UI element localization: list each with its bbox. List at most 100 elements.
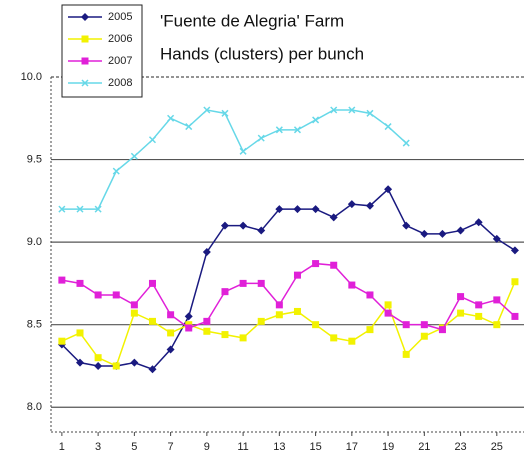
x-tick-label: 17 (346, 441, 358, 453)
y-tick-label: 10.0 (21, 71, 42, 83)
data-point (293, 271, 301, 279)
data-point (239, 334, 247, 342)
data-point (148, 317, 156, 325)
x-tick-label: 9 (204, 441, 210, 453)
data-point (112, 362, 120, 370)
x-tick-label: 23 (454, 441, 466, 453)
data-point (330, 106, 338, 114)
series-line (61, 262, 516, 331)
data-point (420, 321, 428, 329)
data-point (275, 126, 283, 134)
legend-box (61, 4, 143, 98)
data-point (130, 309, 138, 317)
data-point (76, 279, 84, 287)
data-point (148, 136, 157, 144)
data-point (275, 205, 284, 214)
data-point (384, 123, 392, 131)
data-point (493, 296, 501, 304)
series-line (61, 188, 516, 371)
data-point (420, 229, 429, 238)
x-tick-label: 19 (382, 441, 394, 453)
data-point (239, 221, 248, 230)
legend-marker (81, 35, 89, 43)
data-point (511, 278, 519, 286)
data-point (492, 234, 501, 243)
data-point (474, 218, 483, 227)
x-tick-label: 1 (59, 441, 65, 453)
data-point (510, 246, 519, 255)
legend-marker (81, 13, 89, 21)
x-tick-label: 5 (131, 441, 137, 453)
data-point (148, 279, 156, 287)
data-point (456, 226, 465, 235)
data-point (438, 229, 447, 238)
data-point (94, 205, 102, 213)
y-tick-label: 8.5 (27, 319, 42, 331)
data-point (76, 205, 84, 213)
data-point (94, 291, 102, 299)
data-point (312, 321, 320, 329)
data-point (293, 126, 301, 134)
data-point (329, 213, 338, 222)
data-point (293, 205, 302, 214)
data-point (167, 311, 175, 319)
series-line (61, 281, 516, 367)
data-point (493, 321, 501, 329)
data-point (402, 350, 410, 358)
legend-marker (81, 57, 89, 65)
data-point (312, 260, 320, 268)
data-point (167, 329, 175, 337)
legend-label: 2008 (108, 77, 132, 89)
x-tick-label: 7 (168, 441, 174, 453)
data-point (167, 114, 175, 122)
legend-label: 2007 (108, 55, 132, 67)
data-point (239, 147, 247, 155)
data-point (384, 185, 393, 194)
data-point (366, 326, 374, 334)
data-point (257, 279, 265, 287)
data-point (58, 276, 66, 284)
data-point (311, 205, 320, 214)
x-tick-label: 25 (491, 441, 503, 453)
data-point (438, 326, 446, 334)
data-point (257, 317, 265, 325)
data-point (475, 301, 483, 309)
data-point (75, 358, 84, 367)
legend-marker (81, 79, 89, 87)
data-point (457, 293, 465, 301)
data-point (58, 337, 66, 345)
data-point (148, 365, 157, 374)
x-tick-label: 21 (418, 441, 430, 453)
data-point (203, 327, 211, 335)
data-point (402, 321, 410, 329)
data-point (203, 106, 211, 114)
data-point (185, 324, 193, 332)
data-point (402, 139, 410, 147)
data-point (402, 221, 411, 230)
x-tick-label: 3 (95, 441, 101, 453)
data-point (275, 311, 283, 319)
data-point (76, 329, 84, 337)
data-point (130, 152, 138, 160)
data-point (221, 288, 229, 296)
data-point (457, 309, 465, 317)
data-point (112, 291, 120, 299)
data-point (202, 248, 211, 257)
data-point (366, 109, 374, 117)
data-point (185, 123, 193, 131)
data-point (511, 312, 519, 320)
data-point (420, 332, 428, 340)
data-point (384, 309, 392, 317)
data-point (94, 361, 103, 370)
data-point (257, 226, 266, 235)
chart-title: 'Fuente de Alegria' Farm (160, 11, 344, 30)
x-tick-label: 13 (273, 441, 285, 453)
data-point (130, 301, 138, 309)
data-point (475, 312, 483, 320)
data-point (220, 221, 229, 230)
data-point (330, 334, 338, 342)
legend-label: 2006 (108, 33, 132, 45)
data-point (348, 337, 356, 345)
data-point (221, 109, 229, 117)
